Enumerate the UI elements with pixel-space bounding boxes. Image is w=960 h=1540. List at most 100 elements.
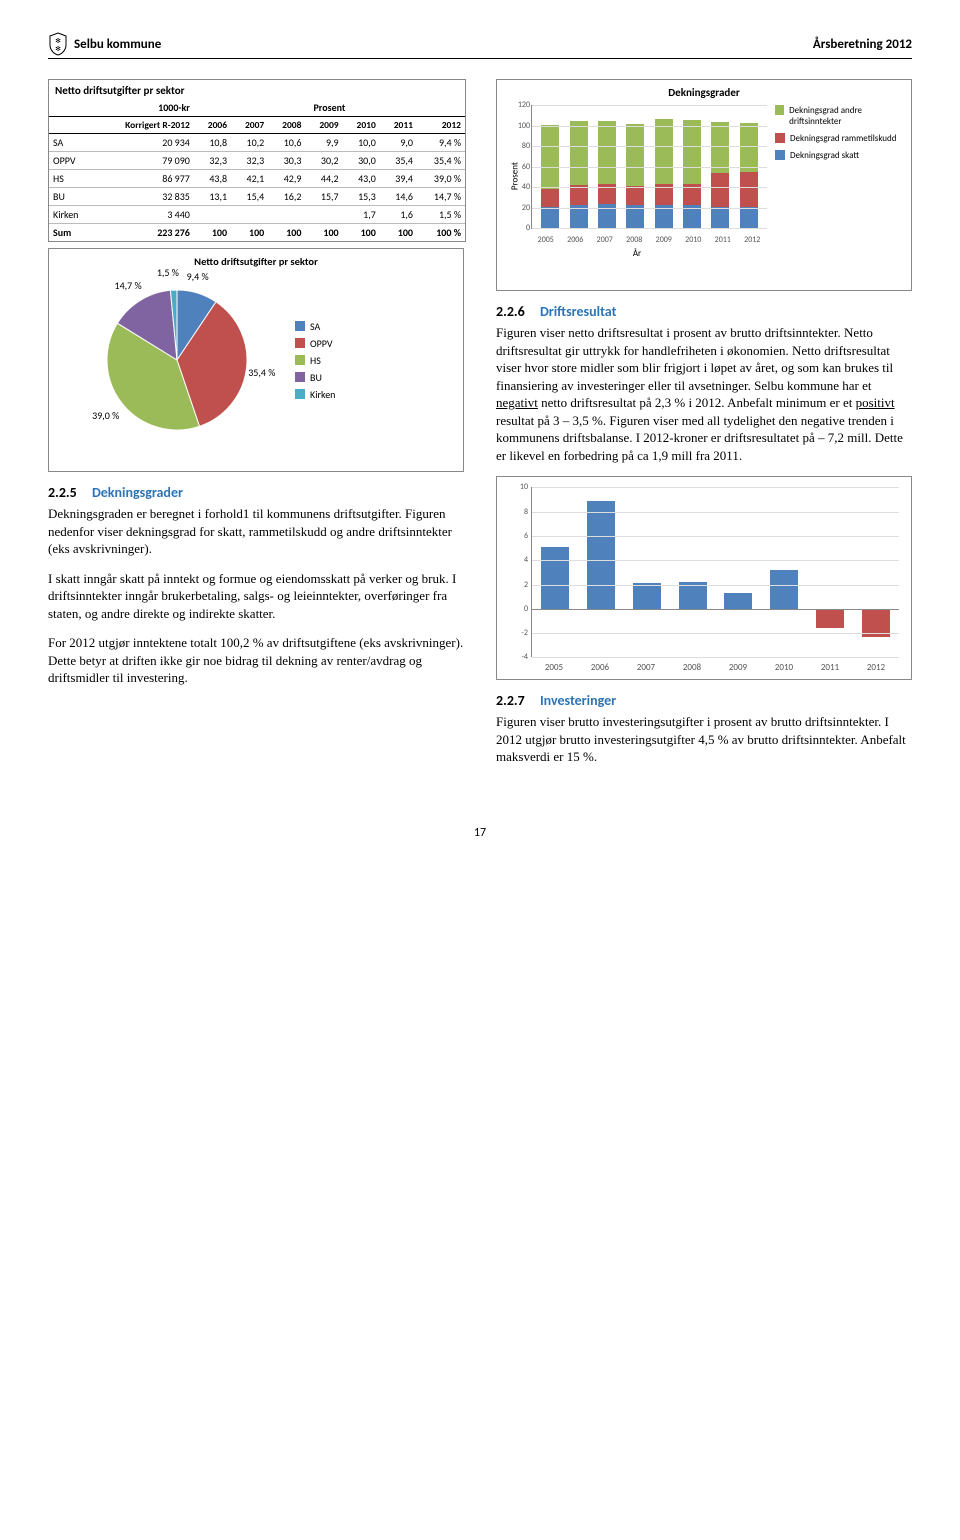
- x-tick-label: 2005: [538, 235, 554, 245]
- stacked-bar: [711, 122, 729, 228]
- stacked-segment: [740, 172, 758, 207]
- x-tick-label: 2009: [656, 235, 672, 245]
- data-table: 1000-kr Prosent Korrigert R-201220062007…: [49, 99, 465, 241]
- table-cell: 15,4: [231, 188, 268, 206]
- table-cell: 1,6: [380, 206, 417, 224]
- text-span: Figuren viser netto driftsresultat i pro…: [496, 325, 893, 393]
- table-row: OPPV79 09032,332,330,330,230,035,435,4 %: [49, 152, 465, 170]
- legend-label: SA: [310, 320, 320, 333]
- table-row: BU32 83513,115,416,215,715,314,614,7 %: [49, 188, 465, 206]
- legend-item: SA: [295, 320, 335, 333]
- stacked-segment: [541, 207, 559, 228]
- table-cell: [194, 206, 231, 224]
- legend-label: OPPV: [310, 337, 333, 350]
- x-tick-label: 2005: [545, 662, 563, 673]
- table-cell: 9,4 %: [417, 134, 465, 152]
- section-num: 2.2.6: [496, 303, 525, 320]
- table-cell: 35,4 %: [417, 152, 465, 170]
- table-cell: 1,7: [343, 206, 380, 224]
- legend-swatch-icon: [295, 389, 305, 399]
- table-cell: 20 934: [95, 134, 194, 152]
- table-cell: 100 %: [417, 224, 465, 242]
- y-tick-label: 100: [508, 121, 530, 131]
- x-tick-label: 2010: [685, 235, 701, 245]
- bar-column: [670, 487, 716, 657]
- stacked-segment: [711, 173, 729, 207]
- table-cell: 39,0 %: [417, 170, 465, 188]
- table-cell: 30,2: [305, 152, 342, 170]
- table-col-header: Korrigert R-2012: [95, 117, 194, 134]
- bar-column: [807, 487, 853, 657]
- bar: [587, 501, 615, 609]
- table-col-header: 2007: [231, 117, 268, 134]
- table-cell: 13,1: [194, 188, 231, 206]
- y-tick-label: 6: [506, 531, 528, 541]
- stacked-bar: [598, 121, 616, 228]
- table-row: Kirken3 4401,71,61,5 %: [49, 206, 465, 224]
- section-227-title: 2.2.7 Investeringer: [496, 692, 912, 709]
- x-tick-label: 2008: [626, 235, 642, 245]
- x-tick-label: 2009: [729, 662, 747, 673]
- stacked-title: Dekningsgrader: [503, 86, 905, 99]
- figure-bar-driftsresultat: -4-20246810 2005200620072008200920102011…: [496, 476, 912, 680]
- y-tick-label: 120: [508, 100, 530, 110]
- table-cell: 15,7: [305, 188, 342, 206]
- table-cell: 86 977: [95, 170, 194, 188]
- page-number: 17: [48, 826, 912, 840]
- underline-negativt: negativt: [496, 395, 538, 410]
- table-cell: 42,9: [268, 170, 305, 188]
- table-col-header: [49, 117, 95, 134]
- stacked-segment: [655, 205, 673, 228]
- x-tick-label: 2010: [775, 662, 793, 673]
- stacked-segment: [570, 205, 588, 228]
- bar-column: [624, 487, 670, 657]
- legend-item: OPPV: [295, 337, 335, 350]
- bar-column: [532, 487, 578, 657]
- x-tick-label: 2011: [821, 662, 839, 673]
- table-cell: 32 835: [95, 188, 194, 206]
- stacked-segment: [626, 205, 644, 228]
- stacked-chart: Prosent 020406080100120 2005200620072008…: [503, 99, 771, 259]
- table-cell: 100: [305, 224, 342, 242]
- table-header-right: Prosent: [194, 99, 465, 117]
- x-tick-label: 2012: [867, 662, 885, 673]
- figure-table-netto-driftsutgifter: Netto driftsutgifter pr sektor 1000-kr P…: [48, 79, 466, 242]
- table-cell: 100: [343, 224, 380, 242]
- y-tick-label: 60: [508, 162, 530, 172]
- table-cell: 14,6: [380, 188, 417, 206]
- text-span: resultat på 3 – 3,5 %. Figuren viser med…: [496, 413, 903, 463]
- table-col-header: 2012: [417, 117, 465, 134]
- table-col-header: 2008: [268, 117, 305, 134]
- table-row: SA20 93410,810,210,69,910,09,09,4 %: [49, 134, 465, 152]
- table-cell: HS: [49, 170, 95, 188]
- bar-column: [578, 487, 624, 657]
- section-225-p2: I skatt inngår skatt på inntekt og formu…: [48, 570, 464, 623]
- legend-label: HS: [310, 354, 321, 367]
- legend-swatch-icon: [775, 105, 784, 115]
- y-tick-label: 40: [508, 182, 530, 192]
- table-cell: 15,3: [343, 188, 380, 206]
- table-col-header: 2011: [380, 117, 417, 134]
- table-cell: 39,4: [380, 170, 417, 188]
- table-cell: 42,1: [231, 170, 268, 188]
- x-tick-label: 2008: [683, 662, 701, 673]
- table-cell: SA: [49, 134, 95, 152]
- bar: [724, 593, 752, 609]
- table-cell: 44,2: [305, 170, 342, 188]
- y-tick-label: 10: [506, 482, 528, 492]
- stacked-x-label: År: [503, 248, 771, 259]
- page-header: ✻ ✻ Selbu kommune Årsberetning 2012: [48, 32, 912, 59]
- stacked-segment: [541, 189, 559, 208]
- table-cell: Sum: [49, 224, 95, 242]
- table-cell: 9,9: [305, 134, 342, 152]
- y-tick-label: 4: [506, 555, 528, 565]
- x-tick-label: 2006: [567, 235, 583, 245]
- section-226-title: 2.2.6 Driftsresultat: [496, 303, 912, 320]
- figure-pie-netto-driftsutgifter: Netto driftsutgifter pr sektor 9,4 %35,4…: [48, 248, 464, 472]
- pie-slice-label: 1,5 %: [157, 266, 179, 279]
- legend-item: HS: [295, 354, 335, 367]
- bar-column: [853, 487, 899, 657]
- stacked-legend: Dekningsgrad andre driftsinntekterDeknin…: [771, 99, 905, 259]
- y-tick-label: 8: [506, 507, 528, 517]
- table-cell: [231, 206, 268, 224]
